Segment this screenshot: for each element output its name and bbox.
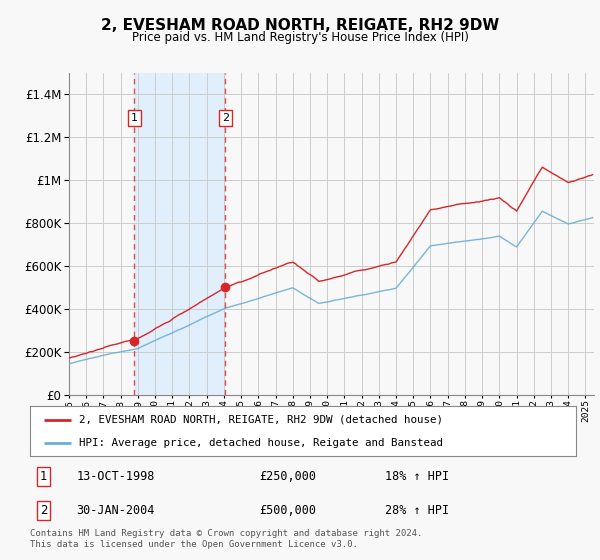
Text: HPI: Average price, detached house, Reigate and Banstead: HPI: Average price, detached house, Reig… xyxy=(79,438,443,448)
Text: £250,000: £250,000 xyxy=(259,470,316,483)
Text: 2, EVESHAM ROAD NORTH, REIGATE, RH2 9DW: 2, EVESHAM ROAD NORTH, REIGATE, RH2 9DW xyxy=(101,18,499,33)
Text: 1: 1 xyxy=(40,470,47,483)
Text: 13-OCT-1998: 13-OCT-1998 xyxy=(76,470,155,483)
Text: Price paid vs. HM Land Registry's House Price Index (HPI): Price paid vs. HM Land Registry's House … xyxy=(131,31,469,44)
Text: 30-JAN-2004: 30-JAN-2004 xyxy=(76,504,155,517)
Text: £500,000: £500,000 xyxy=(259,504,316,517)
Text: 2: 2 xyxy=(40,504,47,517)
Text: 28% ↑ HPI: 28% ↑ HPI xyxy=(385,504,449,517)
Text: 18% ↑ HPI: 18% ↑ HPI xyxy=(385,470,449,483)
Text: Contains HM Land Registry data © Crown copyright and database right 2024.
This d: Contains HM Land Registry data © Crown c… xyxy=(30,529,422,549)
Text: 1: 1 xyxy=(131,113,138,123)
Text: 2, EVESHAM ROAD NORTH, REIGATE, RH2 9DW (detached house): 2, EVESHAM ROAD NORTH, REIGATE, RH2 9DW … xyxy=(79,414,443,424)
Text: 2: 2 xyxy=(222,113,229,123)
Bar xyxy=(134,73,225,395)
